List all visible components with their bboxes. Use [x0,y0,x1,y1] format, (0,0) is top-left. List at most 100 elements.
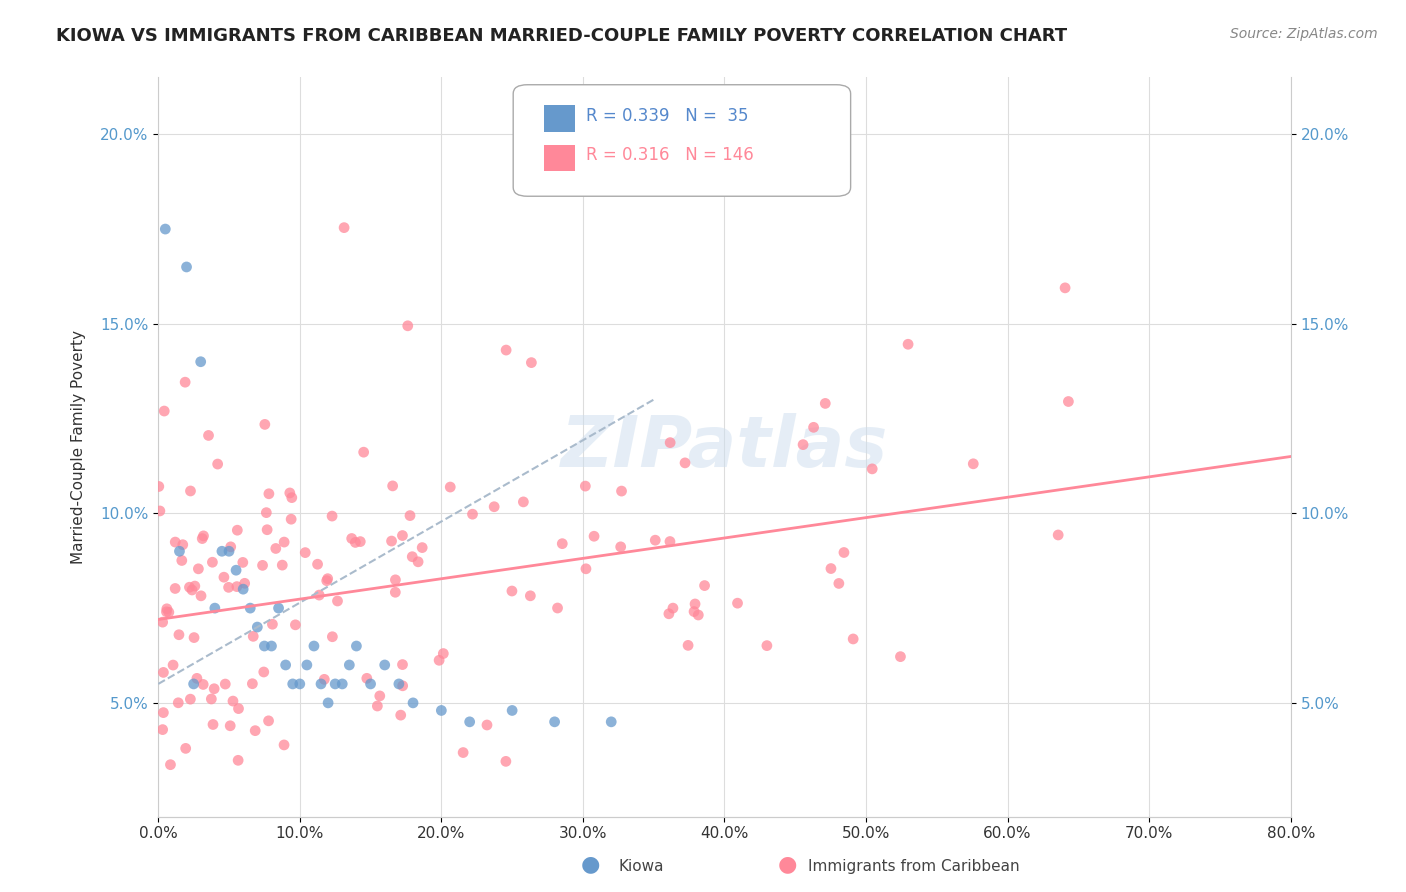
Point [380,534,402,549]
Point [396,318,419,333]
Point [755,639,778,653]
Point [201,555,224,569]
Text: Immigrants from Caribbean: Immigrants from Caribbean [808,859,1021,874]
Point [314,673,336,687]
Point [401,549,423,564]
Point [353,445,375,459]
Point [172,538,194,552]
Point [165,535,187,549]
Point [281,491,304,505]
Point [200,692,222,706]
Point [381,479,404,493]
Point [391,528,413,542]
Point [693,578,716,592]
Point [153,404,176,418]
Point [683,605,706,619]
Point [273,738,295,752]
Point [402,696,425,710]
Point [384,585,406,599]
Point [501,703,523,717]
Point [430,703,453,717]
Point [501,584,523,599]
Point [461,507,484,521]
Point [330,677,353,691]
Point [309,677,332,691]
Point [190,355,212,369]
Point [202,717,225,731]
Point [193,677,215,691]
Point [662,601,685,615]
Text: ●: ● [778,855,797,874]
Point [389,708,412,723]
Point [302,639,325,653]
Point [174,741,197,756]
Point [254,506,277,520]
Y-axis label: Married-Couple Family Poverty: Married-Couple Family Poverty [72,330,86,564]
Point [316,572,339,586]
Point [344,535,367,549]
Point [256,523,278,537]
Point [308,588,330,602]
Point [257,714,280,728]
Text: Source: ZipAtlas.com: Source: ZipAtlas.com [1230,27,1378,41]
Point [495,343,517,357]
Point [333,220,356,235]
Point [218,544,240,558]
Point [190,589,212,603]
Point [225,580,247,594]
Point [543,714,565,729]
Point [344,639,367,653]
Point [204,601,226,615]
Point [174,375,197,389]
Point [181,582,204,597]
Point [167,696,190,710]
Point [399,508,422,523]
Point [326,594,349,608]
Text: Kiowa: Kiowa [619,859,664,874]
Point [366,698,388,713]
Point [860,462,883,476]
Point [239,601,262,615]
Point [820,561,842,575]
Point [280,512,302,526]
Point [156,602,179,616]
Point [170,553,193,567]
Point [233,576,256,591]
Point [828,576,851,591]
Point [152,723,174,737]
Point [267,601,290,615]
Point [349,534,371,549]
Point [278,486,301,500]
Point [574,479,596,493]
Point [207,457,229,471]
Point [427,653,450,667]
Point [232,582,254,596]
Point [610,484,633,499]
Point [152,706,174,720]
Point [897,337,920,351]
Point [458,714,481,729]
Point [184,579,207,593]
Point [814,396,837,410]
Point [411,541,433,555]
Point [495,755,517,769]
Text: R = 0.339   N =  35: R = 0.339 N = 35 [586,107,749,125]
Point [284,617,307,632]
Point [162,658,184,673]
Point [165,582,187,596]
Point [152,665,174,680]
Point [202,681,225,696]
Point [374,657,396,672]
Point [551,536,574,550]
Point [368,689,391,703]
Point [439,480,461,494]
Point [281,677,304,691]
Point [214,677,236,691]
Point [211,544,233,558]
Point [384,573,406,587]
Point [179,483,201,498]
Point [673,456,696,470]
Point [1047,528,1070,542]
Point [519,589,541,603]
Point [315,574,337,588]
